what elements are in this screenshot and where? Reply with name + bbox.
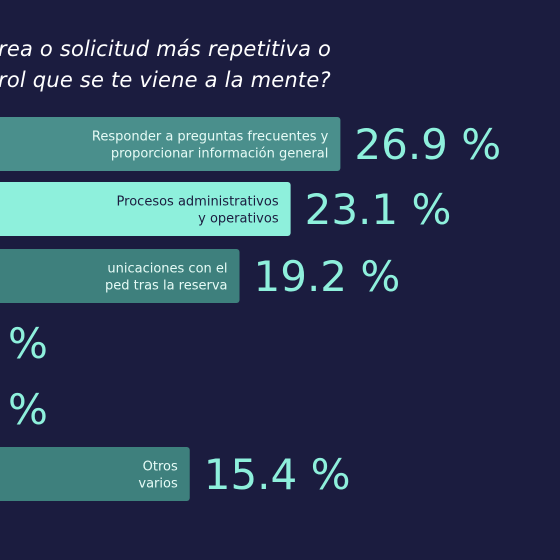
bar-2 <box>0 182 291 236</box>
bar-6-value-label: 15.4 % <box>204 450 351 499</box>
bar-2-category-label: y operativos <box>198 212 279 227</box>
question-line-2: rol que se te viene a la mente? <box>0 68 331 92</box>
bar-3 <box>0 249 240 303</box>
bar-6-category-label: Otros <box>143 460 178 475</box>
bar-3-value-label: 19.2 % <box>254 252 401 301</box>
bar-2-category-label: Procesos administrativos <box>117 195 279 210</box>
bar-1-category-label: proporcionar información general <box>111 147 329 162</box>
bar-4-value-label: % <box>8 319 48 368</box>
bar-2-value-label: 23.1 % <box>305 185 452 234</box>
bar-1 <box>0 117 341 171</box>
bar-6 <box>0 447 190 501</box>
bar-3-category-label: unicaciones con el <box>107 262 227 277</box>
bar-1-value-label: 26.9 % <box>354 120 501 169</box>
bar-3-category-label: ped tras la reserva <box>105 279 228 294</box>
bar-6-category-label: varios <box>138 477 178 492</box>
question-line-1: rea o solicitud más repetitiva o <box>0 37 332 61</box>
bar-5-value-label: % <box>8 385 48 434</box>
question-title: rea o solicitud más repetitiva o rol que… <box>0 34 558 96</box>
bar-1-category-label: Responder a preguntas frecuentes y <box>92 130 329 145</box>
